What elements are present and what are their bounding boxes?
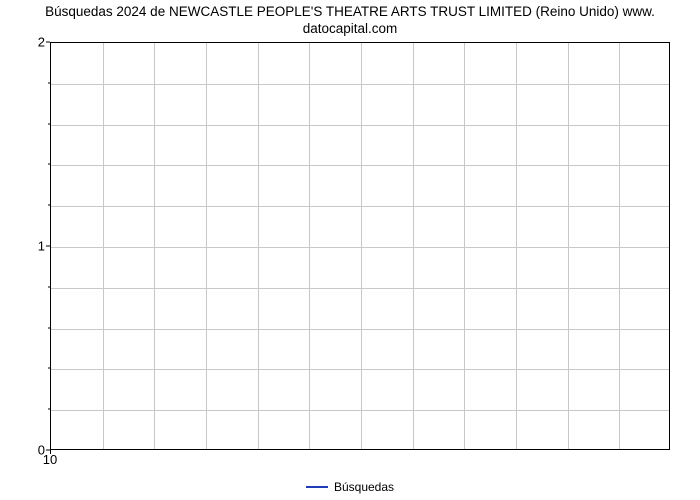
gridline-horizontal (51, 247, 669, 248)
plot-area (50, 42, 670, 450)
x-tick-mark (50, 450, 51, 454)
y-minor-tick-mark (48, 327, 50, 328)
gridline-vertical (516, 43, 517, 449)
gridline-horizontal (51, 206, 669, 207)
chart-container: Búsquedas 2024 de NEWCASTLE PEOPLE'S THE… (0, 0, 700, 500)
gridline-vertical (103, 43, 104, 449)
y-tick-label: 2 (5, 35, 45, 50)
chart-title: Búsquedas 2024 de NEWCASTLE PEOPLE'S THE… (0, 4, 700, 38)
gridline-horizontal (51, 125, 669, 126)
gridline-horizontal (51, 165, 669, 166)
gridline-horizontal (51, 369, 669, 370)
gridline-horizontal (51, 329, 669, 330)
y-tick-label: 1 (5, 239, 45, 254)
y-minor-tick-mark (48, 205, 50, 206)
gridline-vertical (258, 43, 259, 449)
gridline-vertical (206, 43, 207, 449)
gridline-horizontal (51, 288, 669, 289)
y-minor-tick-mark (48, 164, 50, 165)
gridline-horizontal (51, 84, 669, 85)
y-minor-tick-mark (48, 123, 50, 124)
gridline-vertical (464, 43, 465, 449)
gridline-vertical (568, 43, 569, 449)
y-minor-tick-mark (48, 286, 50, 287)
title-line-1: Búsquedas 2024 de NEWCASTLE PEOPLE'S THE… (45, 4, 655, 19)
gridline-vertical (361, 43, 362, 449)
gridline-vertical (619, 43, 620, 449)
y-tick-mark (46, 42, 50, 43)
y-tick-label: 0 (5, 443, 45, 458)
gridline-vertical (309, 43, 310, 449)
legend-label: Búsquedas (334, 480, 394, 494)
gridline-horizontal (51, 410, 669, 411)
legend-swatch (306, 486, 328, 488)
gridline-vertical (154, 43, 155, 449)
y-minor-tick-mark (48, 368, 50, 369)
y-tick-mark (46, 246, 50, 247)
y-minor-tick-mark (48, 409, 50, 410)
title-line-2: datocapital.com (303, 21, 398, 36)
x-tick-label: 10 (43, 452, 57, 467)
gridline-vertical (413, 43, 414, 449)
legend: Búsquedas (0, 479, 700, 494)
y-minor-tick-mark (48, 82, 50, 83)
